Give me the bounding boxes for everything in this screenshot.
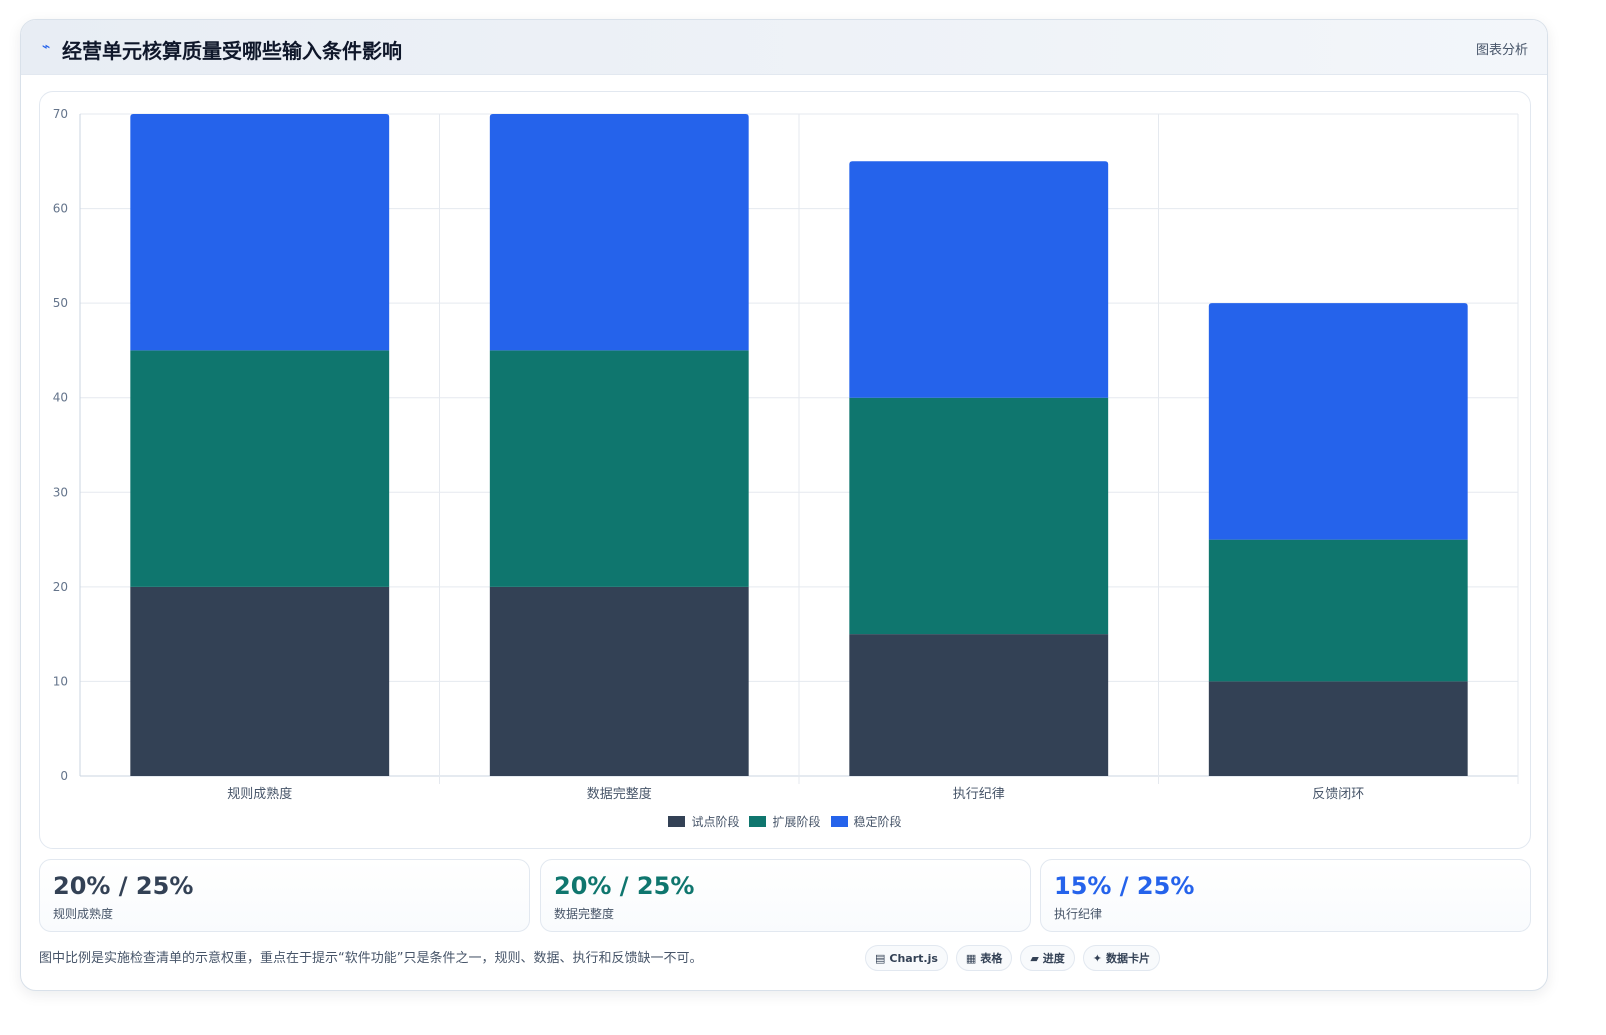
legend-swatch xyxy=(668,816,686,827)
card-header: ⌁ 经营单元核算质量受哪些输入条件影响 图表分析 xyxy=(21,20,1547,75)
legend-item[interactable]: 扩展阶段 xyxy=(749,813,821,830)
chart-legend: 试点阶段 扩展阶段 稳定阶段 xyxy=(40,813,1530,830)
chart-analysis-label: 图表分析 xyxy=(1475,43,1528,58)
tag-data-card[interactable]: ✦ 数据卡片 xyxy=(1082,945,1161,971)
stat-card-rules: 20% / 25% 规则成熟度 xyxy=(39,859,530,932)
x-tick-label: 反馈闭环 xyxy=(1312,787,1364,802)
tag-table[interactable]: ▦ 表格 xyxy=(955,945,1013,971)
legend-item[interactable]: 试点阶段 xyxy=(668,813,739,830)
legend-swatch xyxy=(749,816,767,827)
x-tick-label: 规则成熟度 xyxy=(227,786,292,802)
bar-segment xyxy=(130,586,390,776)
legend-label: 扩展阶段 xyxy=(772,815,821,829)
bar-segment xyxy=(489,586,749,776)
bar-segment xyxy=(849,397,1109,635)
tag-progress[interactable]: ▰ 进度 xyxy=(1020,945,1075,971)
tag-label: 进度 xyxy=(1042,952,1065,965)
chart-panel: 0 10 20 30 40 50 60 70 规则成熟度 数据完整度 执行纪律 反馈闭环 试点阶段 扩展… xyxy=(39,91,1531,849)
table-icon: ▦ xyxy=(965,951,977,965)
x-tick-label: 数据完整度 xyxy=(587,786,652,802)
y-tick-label: 70 xyxy=(53,107,68,121)
stat-label: 数据完整度 xyxy=(554,907,615,921)
y-tick-label: 40 xyxy=(53,391,68,405)
legend-label: 试点阶段 xyxy=(691,815,740,829)
stat-value: 20% / 25% xyxy=(53,872,194,900)
legend-label: 稳定阶段 xyxy=(853,815,902,829)
y-tick-label: 0 xyxy=(60,769,68,783)
tag-list: ▤ Chart.js ▦ 表格 ▰ 进度 ✦ 数据卡片 xyxy=(865,945,1161,971)
bar-segment xyxy=(130,114,390,351)
stat-card-execution: 15% / 25% 执行纪律 xyxy=(1040,859,1531,932)
stat-value: 20% / 25% xyxy=(554,872,695,900)
stat-card-data: 20% / 25% 数据完整度 xyxy=(540,859,1031,932)
grid-icon: ▤ xyxy=(875,951,886,965)
sparkle-icon: ✦ xyxy=(1092,951,1103,965)
stat-label: 执行纪律 xyxy=(1054,907,1103,921)
y-tick-label: 10 xyxy=(53,674,68,688)
y-tick-label: 50 xyxy=(53,296,68,310)
bar-segment xyxy=(1208,681,1468,776)
tag-label: 表格 xyxy=(980,952,1003,965)
x-tick-label: 执行纪律 xyxy=(953,787,1005,802)
tag-chartjs[interactable]: ▤ Chart.js xyxy=(865,945,948,971)
legend-swatch xyxy=(830,816,848,827)
y-tick-label: 60 xyxy=(53,202,68,216)
footer-note: 图中比例是实施检查清单的示意权重，重点在于提示“软件功能”只是条件之一，规则、数… xyxy=(39,951,703,966)
progress-icon: ▰ xyxy=(1030,951,1039,965)
tag-label: 数据卡片 xyxy=(1106,952,1151,965)
bar-segment xyxy=(1208,303,1468,540)
bar-segment xyxy=(849,634,1109,776)
trend-line-icon: ⌁ xyxy=(42,39,51,55)
legend-item[interactable]: 稳定阶段 xyxy=(830,813,902,830)
chart-card: ⌁ 经营单元核算质量受哪些输入条件影响 图表分析 0 10 20 30 40 50 60 70… xyxy=(20,19,1548,991)
chart-title: 经营单元核算质量受哪些输入条件影响 xyxy=(62,39,402,63)
bar-segment xyxy=(489,350,749,587)
bar-segment xyxy=(1208,539,1468,682)
bar-segment xyxy=(489,114,749,351)
y-tick-label: 20 xyxy=(53,580,68,594)
tag-label: Chart.js xyxy=(889,951,938,965)
bar-segment xyxy=(849,161,1109,398)
stacked-bar-chart: 0 10 20 30 40 50 60 70 规则成熟度 数据完整度 执行纪律 反馈闭环 xyxy=(53,107,1519,802)
stat-label: 规则成熟度 xyxy=(53,907,114,921)
y-tick-label: 30 xyxy=(53,485,68,499)
bar-segment xyxy=(130,350,390,587)
stat-value: 15% / 25% xyxy=(1054,872,1195,900)
